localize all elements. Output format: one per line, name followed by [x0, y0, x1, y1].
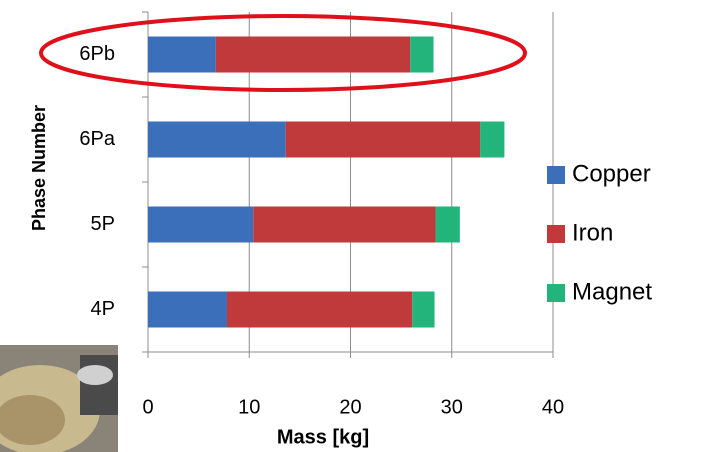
bar-segment	[412, 292, 434, 328]
bar-segment	[286, 122, 480, 158]
photo	[0, 345, 118, 452]
legend-label: Magnet	[572, 278, 652, 305]
legend-label: Copper	[572, 160, 651, 187]
legend-swatch	[547, 284, 565, 302]
bar-segment	[253, 207, 435, 243]
x-axis-title: Mass [kg]	[277, 426, 369, 448]
bar-segment	[480, 122, 504, 158]
y-tick-label: 4P	[91, 298, 115, 320]
x-tick-label: 10	[238, 396, 260, 418]
legend-swatch	[547, 166, 565, 184]
y-tick-label: 5P	[91, 213, 115, 235]
bar-segment	[148, 292, 227, 328]
legend-label: Iron	[572, 219, 613, 246]
bar-segment	[148, 122, 286, 158]
bar-segment	[227, 292, 412, 328]
bar-segment	[436, 207, 460, 243]
bar-segment	[410, 37, 433, 73]
chart: Phase Number Mass [kg] 0 10 20 30 40 4P 5P 6Pa 6…	[0, 0, 702, 452]
bar-segment	[148, 37, 216, 73]
y-axis-title: Phase Number	[29, 105, 49, 231]
bar-segment	[148, 207, 253, 243]
x-tick-label: 20	[339, 396, 361, 418]
x-tick-label: 0	[142, 396, 153, 418]
y-tick-label: 6Pb	[79, 43, 115, 65]
x-tick-label: 30	[441, 396, 463, 418]
legend-swatch	[547, 225, 565, 243]
x-tick-label: 40	[542, 396, 564, 418]
y-tick-label: 6Pa	[79, 128, 115, 150]
bar-segment	[216, 37, 410, 73]
